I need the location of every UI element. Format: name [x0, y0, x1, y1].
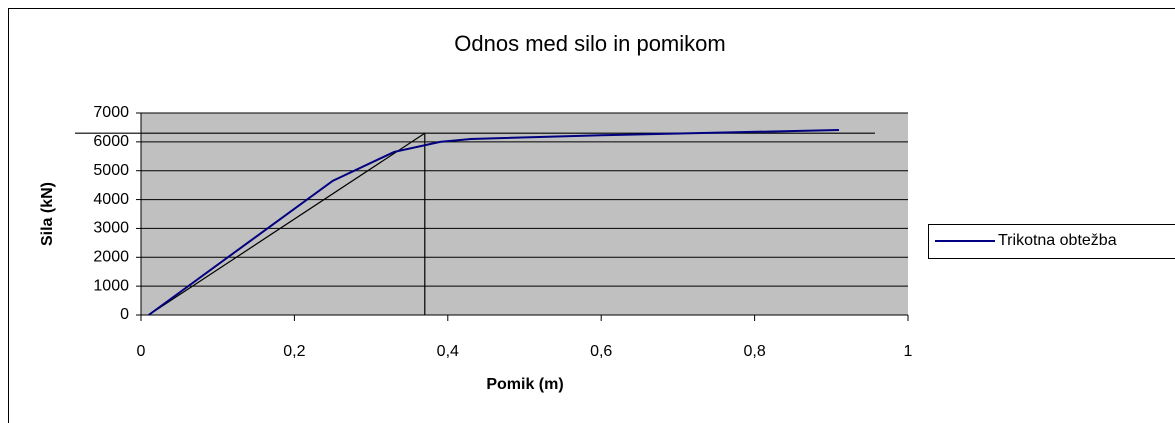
x-tick-label: 0,2 — [283, 343, 305, 360]
chart-title: Odnos med silo in pomikom — [454, 31, 725, 56]
x-tick-label: 1 — [904, 343, 913, 360]
reference-line — [148, 132, 426, 316]
x-tick-label: 0,8 — [743, 343, 765, 360]
y-tick-label: 5000 — [93, 162, 129, 179]
legend-label: Trikotna obtežba — [998, 232, 1117, 249]
y-tick-label: 7000 — [93, 104, 129, 121]
x-axis-label: Pomik (m) — [486, 376, 563, 393]
plot-area — [141, 113, 908, 315]
x-tick-label: 0 — [137, 343, 146, 360]
y-tick-label: 6000 — [93, 133, 129, 150]
y-tick-label: 0 — [120, 306, 129, 323]
series-line — [148, 129, 839, 316]
y-tick-label: 4000 — [93, 191, 129, 208]
x-tick-label: 0,4 — [437, 343, 459, 360]
y-tick-label: 1000 — [93, 277, 129, 294]
x-tick-label: 0,6 — [590, 343, 612, 360]
y-axis-label: Sila (kN) — [39, 182, 56, 246]
y-tick-label: 2000 — [93, 249, 129, 266]
y-tick-label: 3000 — [93, 220, 129, 237]
